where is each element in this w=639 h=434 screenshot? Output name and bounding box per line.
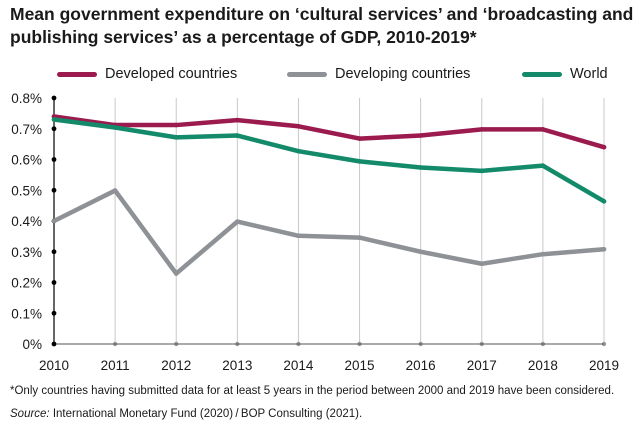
data-point-developing-countries bbox=[173, 271, 179, 276]
data-point-developed-countries bbox=[357, 136, 362, 141]
legend-item-world: World bbox=[522, 66, 608, 82]
x-tick-label: 2013 bbox=[222, 358, 252, 373]
x-tick-label: 2014 bbox=[283, 358, 314, 373]
data-point-world bbox=[51, 117, 57, 122]
data-point-developed-countries bbox=[479, 127, 485, 132]
y-tick-dot bbox=[51, 310, 57, 316]
y-tick-dot bbox=[51, 187, 57, 193]
data-point-developed-countries bbox=[418, 133, 423, 138]
data-point-developing-countries bbox=[601, 246, 607, 252]
data-point-developing-countries bbox=[540, 251, 546, 257]
y-tick-label: 0.1% bbox=[11, 306, 42, 321]
data-point-world bbox=[112, 125, 118, 130]
series-line-world bbox=[51, 117, 607, 204]
y-tick-label: 0.3% bbox=[11, 245, 42, 260]
y-tick-dot bbox=[51, 341, 57, 347]
x-tick-label: 2011 bbox=[101, 358, 130, 373]
data-point-world bbox=[601, 199, 607, 204]
y-tick-label: 0.2% bbox=[11, 276, 42, 291]
data-point-world bbox=[173, 135, 179, 140]
data-point-developed-countries bbox=[540, 127, 546, 132]
data-point-developing-countries bbox=[296, 233, 301, 239]
x-tick-label: 2017 bbox=[467, 358, 497, 373]
y-tick-label: 0.5% bbox=[11, 183, 42, 198]
x-tick-label: 2010 bbox=[39, 358, 69, 373]
data-point-developed-countries bbox=[173, 122, 179, 128]
y-tick-label: 0% bbox=[22, 337, 42, 352]
x-tick-label: 2016 bbox=[406, 358, 436, 373]
data-point-developing-countries bbox=[357, 235, 362, 240]
legend-swatch-developed bbox=[57, 71, 97, 77]
legend-label-world: World bbox=[570, 66, 608, 82]
data-point-developed-countries bbox=[235, 117, 240, 123]
legend-item-developing: Developing countries bbox=[287, 66, 470, 82]
source-label: Source: bbox=[10, 408, 50, 420]
series-line-developed-countries bbox=[51, 114, 607, 150]
x-tick-label: 2012 bbox=[161, 358, 191, 373]
y-tick-dot bbox=[51, 249, 57, 255]
legend-swatch-world bbox=[522, 71, 562, 77]
data-point-world bbox=[479, 168, 485, 174]
y-tick-label: 0.6% bbox=[11, 153, 42, 168]
legend-item-developed: Developed countries bbox=[57, 66, 237, 82]
data-point-world bbox=[235, 133, 240, 138]
legend-swatch-developing bbox=[287, 71, 327, 77]
legend-label-developed: Developed countries bbox=[105, 66, 238, 82]
data-point-world bbox=[357, 159, 362, 164]
y-tick-dot bbox=[51, 95, 57, 101]
source-note: Source: International Monetary Fund (202… bbox=[10, 408, 362, 420]
data-point-developing-countries bbox=[418, 249, 423, 255]
y-tick-label: 0.7% bbox=[11, 122, 42, 137]
legend-label-developing: Developing countries bbox=[335, 66, 471, 82]
legend: Developed countries Developing countries… bbox=[0, 66, 639, 86]
data-point-developing-countries bbox=[235, 219, 240, 224]
data-point-developing-countries bbox=[51, 218, 57, 224]
y-tick-dot bbox=[51, 157, 57, 162]
data-point-developing-countries bbox=[112, 188, 118, 193]
chart-title: Mean government expenditure on ‘cultural… bbox=[10, 4, 634, 47]
x-tick-label: 2019 bbox=[589, 358, 619, 373]
data-point-world bbox=[296, 148, 301, 154]
y-tick-dot bbox=[51, 126, 57, 132]
x-tick-label: 2015 bbox=[345, 358, 375, 373]
y-tick-dot bbox=[51, 280, 57, 285]
data-point-world bbox=[418, 165, 423, 170]
data-point-developing-countries bbox=[479, 261, 485, 267]
x-tick-label: 2018 bbox=[528, 358, 558, 373]
data-point-developed-countries bbox=[296, 123, 301, 129]
data-point-world bbox=[540, 163, 546, 168]
y-tick-label: 0.4% bbox=[11, 214, 42, 229]
data-point-developed-countries bbox=[601, 144, 607, 150]
footnote: *Only countries having submitted data fo… bbox=[10, 385, 615, 397]
y-tick-label: 0.8% bbox=[11, 91, 42, 106]
source-text: International Monetary Fund (2020) / BOP… bbox=[49, 408, 363, 420]
series-line-developing-countries bbox=[51, 188, 607, 276]
